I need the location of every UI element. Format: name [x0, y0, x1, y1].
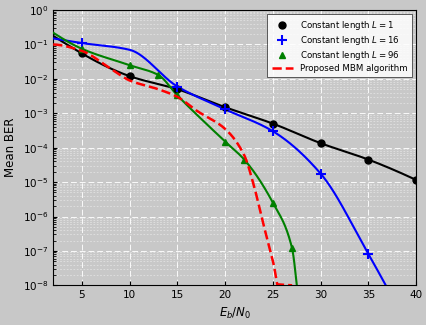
Line: Constant length $L = 96$: Constant length $L = 96$: [78, 45, 295, 252]
Constant length $L = 96$: [289, 246, 294, 250]
Proposed MBM algorithm: [289, 283, 294, 287]
Constant length $L = 96$: [174, 94, 179, 98]
Constant length $L = 16$: [317, 172, 322, 176]
Constant length $L = 16$: [222, 108, 227, 111]
Constant length $L = 96$: [127, 63, 132, 67]
X-axis label: $E_b/N_0$: $E_b/N_0$: [218, 306, 250, 321]
Constant length $L = 1$: [317, 141, 322, 145]
Constant length $L = 1$: [174, 87, 179, 91]
Constant length $L = 16$: [174, 84, 179, 88]
Constant length $L = 1$: [270, 122, 275, 125]
Y-axis label: Mean BER: Mean BER: [4, 118, 17, 177]
Constant length $L = 1$: [222, 105, 227, 109]
Line: Proposed MBM algorithm: Proposed MBM algorithm: [53, 45, 291, 285]
Proposed MBM algorithm: [228, 133, 233, 137]
Constant length $L = 16$: [365, 252, 370, 256]
Constant length $L = 96$: [155, 73, 161, 77]
Constant length $L = 96$: [79, 47, 84, 51]
Proposed MBM algorithm: [135, 82, 141, 85]
Constant length $L = 16$: [270, 129, 275, 133]
Line: Constant length $L = 16$: Constant length $L = 16$: [77, 38, 372, 259]
Constant length $L = 1$: [413, 178, 418, 182]
Constant length $L = 16$: [79, 41, 84, 45]
Legend: Constant length $L = 1$, Constant length $L = 16$, Constant length $L = 96$, Pro: Constant length $L = 1$, Constant length…: [267, 14, 411, 77]
Constant length $L = 96$: [222, 140, 227, 144]
Constant length $L = 1$: [127, 74, 132, 78]
Constant length $L = 1$: [365, 158, 370, 162]
Constant length $L = 96$: [241, 158, 246, 162]
Line: Constant length $L = 1$: Constant length $L = 1$: [78, 50, 419, 184]
Proposed MBM algorithm: [51, 43, 56, 46]
Constant length $L = 1$: [79, 51, 84, 55]
Proposed MBM algorithm: [95, 58, 101, 62]
Proposed MBM algorithm: [83, 50, 88, 54]
Proposed MBM algorithm: [61, 44, 66, 48]
Proposed MBM algorithm: [177, 97, 182, 100]
Constant length $L = 96$: [270, 201, 275, 205]
